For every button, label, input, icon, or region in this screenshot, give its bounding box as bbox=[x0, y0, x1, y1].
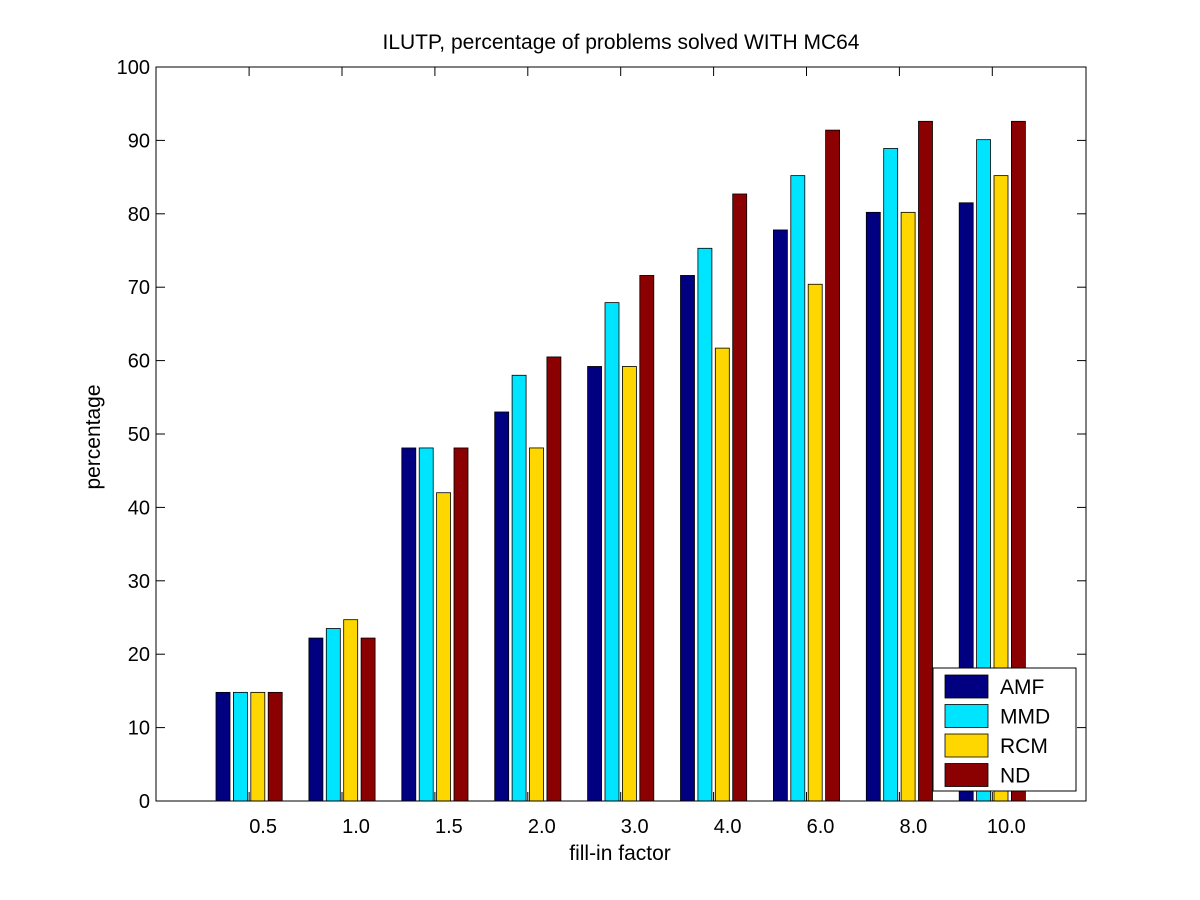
bar-mmd-8.0 bbox=[883, 148, 899, 802]
y-tick-label: 90 bbox=[128, 130, 150, 152]
bar-rcm-0.5 bbox=[250, 691, 266, 802]
x-tick-label: 3.0 bbox=[621, 816, 649, 838]
bar-mmd-1.0 bbox=[325, 628, 341, 802]
bar-mmd-6.0 bbox=[790, 175, 806, 802]
x-tick-label: 1.0 bbox=[342, 816, 370, 838]
y-tick-label: 20 bbox=[128, 644, 150, 666]
bar-amf-2.0 bbox=[494, 411, 510, 802]
y-tick-label: 70 bbox=[128, 277, 150, 299]
y-tick-label: 50 bbox=[128, 424, 150, 446]
legend-label-amf: AMF bbox=[1000, 676, 1044, 699]
x-tick-label: 8.0 bbox=[899, 816, 927, 838]
bar-amf-4.0 bbox=[680, 275, 695, 802]
legend-swatch-amf bbox=[944, 674, 989, 699]
bar-rcm-3.0 bbox=[622, 366, 637, 802]
x-tick-label: 4.0 bbox=[714, 816, 742, 838]
x-tick-label: 6.0 bbox=[807, 816, 835, 838]
bar-nd-6.0 bbox=[825, 129, 840, 802]
bar-mmd-4.0 bbox=[697, 247, 713, 802]
y-axis-label: percentage bbox=[82, 384, 105, 489]
bar-rcm-2.0 bbox=[529, 447, 544, 802]
bar-amf-0.5 bbox=[215, 691, 231, 802]
bar-amf-1.5 bbox=[401, 447, 417, 802]
bar-nd-1.0 bbox=[360, 637, 376, 802]
bar-mmd-3.0 bbox=[604, 302, 620, 802]
bar-nd-1.5 bbox=[453, 447, 469, 802]
legend-swatch-mmd bbox=[944, 704, 989, 728]
y-tick-label: 60 bbox=[128, 351, 150, 373]
bar-mmd-0.5 bbox=[232, 691, 248, 802]
y-tick-label: 40 bbox=[128, 497, 150, 519]
bar-rcm-4.0 bbox=[714, 347, 730, 802]
bar-rcm-6.0 bbox=[807, 283, 823, 802]
legend-swatch-rcm bbox=[944, 733, 989, 758]
chart-title: ILUTP, percentage of problems solved WIT… bbox=[383, 31, 860, 54]
x-axis: 0.5 1.0 1.5 2.0 3.0 4.0 6.0 8.0 10.0 bbox=[248, 67, 1026, 838]
legend-swatch-nd bbox=[944, 763, 989, 787]
bar-amf-1.0 bbox=[308, 637, 324, 802]
bar-nd-0.5 bbox=[267, 691, 283, 802]
legend: AMF MMD RCM ND bbox=[932, 667, 1077, 792]
legend-label-nd: ND bbox=[1000, 765, 1030, 788]
y-tick-label: 10 bbox=[128, 718, 150, 740]
bar-mmd-1.5 bbox=[418, 447, 434, 802]
legend-label-rcm: RCM bbox=[1000, 735, 1048, 758]
x-tick-label: 10.0 bbox=[987, 816, 1026, 838]
x-axis-label: fill-in factor bbox=[569, 842, 671, 865]
y-tick-label: 100 bbox=[117, 57, 150, 79]
x-tick-label: 1.5 bbox=[435, 816, 463, 838]
bar-rcm-8.0 bbox=[900, 211, 916, 802]
bar-nd-3.0 bbox=[639, 275, 655, 802]
bars-group bbox=[215, 120, 1026, 802]
bar-amf-6.0 bbox=[773, 229, 788, 802]
y-tick-label: 0 bbox=[139, 791, 150, 813]
x-tick-label: 0.5 bbox=[249, 816, 277, 838]
bar-amf-3.0 bbox=[587, 366, 602, 802]
y-tick-label: 80 bbox=[128, 204, 150, 226]
bar-nd-2.0 bbox=[546, 356, 562, 802]
bar-nd-4.0 bbox=[732, 193, 748, 802]
bar-amf-8.0 bbox=[865, 211, 881, 802]
y-tick-label: 30 bbox=[128, 571, 150, 593]
bar-rcm-1.5 bbox=[436, 492, 452, 802]
bar-rcm-1.0 bbox=[343, 619, 359, 802]
y-axis: 0 10 20 30 40 50 60 70 80 90 100 bbox=[117, 57, 1086, 813]
bar-nd-8.0 bbox=[918, 120, 933, 802]
x-tick-label: 2.0 bbox=[528, 816, 556, 838]
legend-label-mmd: MMD bbox=[1000, 706, 1050, 729]
bar-mmd-2.0 bbox=[511, 374, 527, 802]
